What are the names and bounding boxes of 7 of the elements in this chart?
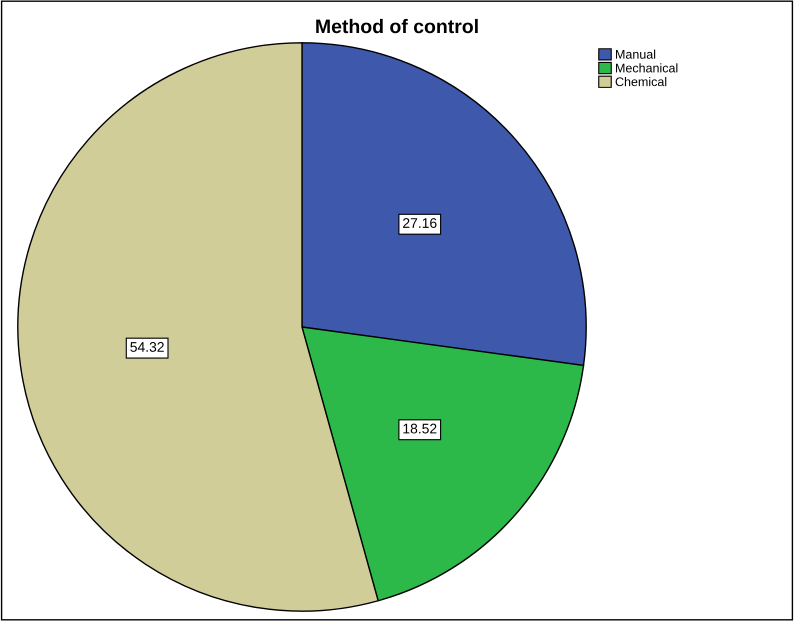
legend-label: Manual xyxy=(616,50,656,59)
data-label: 27.16 xyxy=(403,218,437,228)
chart-title: Method of control xyxy=(316,18,478,34)
legend-label: Chemical xyxy=(616,77,666,86)
data-label: 18.52 xyxy=(403,424,436,434)
data-label: 54.32 xyxy=(130,342,164,352)
legend-label: Mechanical xyxy=(616,63,678,72)
